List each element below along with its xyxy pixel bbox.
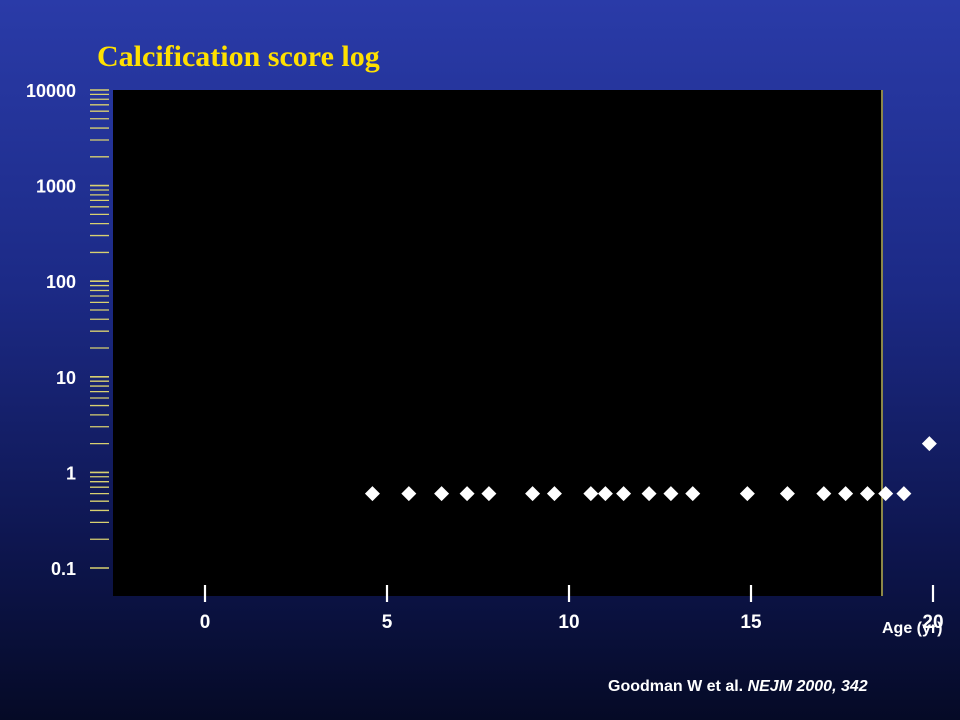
citation-authors: Goodman W et al. [608, 678, 744, 695]
data-point [896, 486, 912, 502]
data-point [838, 486, 854, 502]
x-axis: 05101520253035 [200, 585, 944, 633]
data-point [641, 486, 657, 502]
y-tick-label: 1000 [36, 177, 76, 197]
y-axis: 0.1 1 10 100 1000 10000 [26, 81, 883, 596]
data-point [878, 486, 894, 502]
y-tick-label: 10000 [26, 81, 76, 101]
x-tick-label: 0 [200, 612, 211, 633]
data-point [859, 486, 875, 502]
y-tick-label: 0.1 [51, 559, 76, 579]
data-point [921, 436, 937, 452]
data-point [663, 486, 679, 502]
x-axis-label: Age (yr) [882, 620, 942, 637]
y-tick-label: 10 [56, 368, 76, 388]
data-point [616, 486, 632, 502]
citation-journal: NEJM 2000, 342 [747, 678, 868, 695]
x-tick-label: 20 [922, 612, 943, 633]
data-point [434, 486, 450, 502]
data-point [481, 486, 497, 502]
data-point [816, 486, 832, 502]
y-tick-label: 100 [46, 272, 76, 292]
x-tick-label: 5 [382, 612, 393, 633]
data-point [583, 486, 599, 502]
plot-area [113, 90, 883, 596]
data-point [459, 486, 475, 502]
data-point [779, 486, 795, 502]
citation: Goodman W et al. NEJM 2000, 342 [608, 678, 868, 696]
data-points [364, 436, 937, 502]
x-tick-label: 15 [740, 612, 762, 633]
data-point [546, 486, 562, 502]
data-point [401, 486, 417, 502]
data-point [685, 486, 701, 502]
y-tick-label: 1 [66, 463, 76, 483]
data-point [597, 486, 613, 502]
data-point [364, 486, 380, 502]
x-tick-label: 10 [558, 612, 579, 633]
data-point [525, 486, 541, 502]
chart-title: Calcification score log [97, 40, 380, 73]
data-point [739, 486, 755, 502]
